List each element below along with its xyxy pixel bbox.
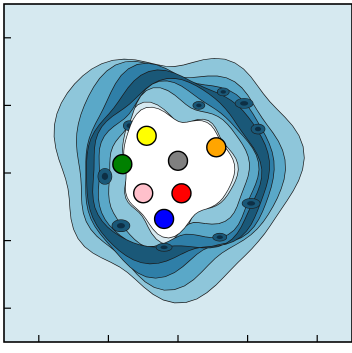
density-core-4 xyxy=(247,201,256,206)
density-contours xyxy=(53,57,305,304)
data-point-2 xyxy=(206,137,227,158)
density-core-1 xyxy=(240,101,249,106)
density-core-2 xyxy=(220,90,226,94)
data-point-7 xyxy=(153,208,175,230)
density-core-5 xyxy=(216,235,223,240)
axes-frame xyxy=(3,3,352,343)
density-core-3 xyxy=(254,126,262,132)
density-core-6 xyxy=(160,245,168,250)
data-point-4 xyxy=(112,154,133,175)
density-core-7 xyxy=(116,223,125,229)
data-point-3 xyxy=(167,150,189,172)
density-core-10 xyxy=(196,103,202,108)
plot-frame xyxy=(3,3,352,343)
density-core-8 xyxy=(101,172,109,180)
scatter-points xyxy=(112,125,227,230)
data-point-1 xyxy=(136,125,157,147)
data-point-6 xyxy=(171,183,192,204)
axis-ticks xyxy=(4,37,318,342)
data-point-5 xyxy=(132,183,154,204)
